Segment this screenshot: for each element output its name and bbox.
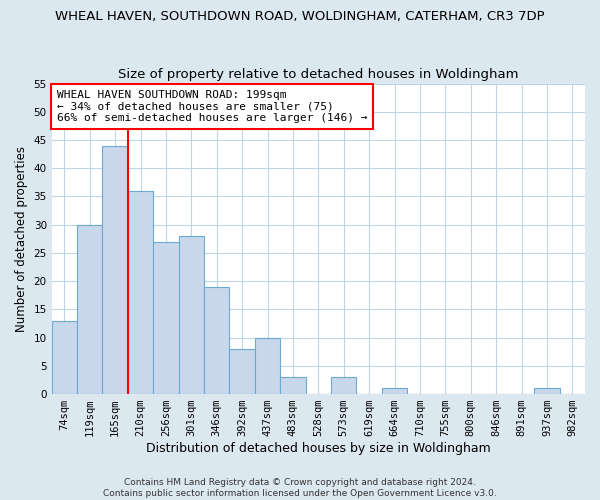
Bar xyxy=(331,377,356,394)
Bar xyxy=(204,287,229,394)
Y-axis label: Number of detached properties: Number of detached properties xyxy=(15,146,28,332)
Bar xyxy=(77,224,103,394)
Bar xyxy=(128,191,153,394)
Bar xyxy=(382,388,407,394)
Title: Size of property relative to detached houses in Woldingham: Size of property relative to detached ho… xyxy=(118,68,518,81)
Bar xyxy=(534,388,560,394)
Bar xyxy=(103,146,128,394)
Text: Contains HM Land Registry data © Crown copyright and database right 2024.
Contai: Contains HM Land Registry data © Crown c… xyxy=(103,478,497,498)
Bar xyxy=(153,242,179,394)
Bar xyxy=(255,338,280,394)
Bar xyxy=(52,320,77,394)
Bar xyxy=(229,349,255,394)
Text: WHEAL HAVEN SOUTHDOWN ROAD: 199sqm
← 34% of detached houses are smaller (75)
66%: WHEAL HAVEN SOUTHDOWN ROAD: 199sqm ← 34%… xyxy=(57,90,367,123)
Bar xyxy=(179,236,204,394)
X-axis label: Distribution of detached houses by size in Woldingham: Distribution of detached houses by size … xyxy=(146,442,491,455)
Text: WHEAL HAVEN, SOUTHDOWN ROAD, WOLDINGHAM, CATERHAM, CR3 7DP: WHEAL HAVEN, SOUTHDOWN ROAD, WOLDINGHAM,… xyxy=(55,10,545,23)
Bar xyxy=(280,377,305,394)
